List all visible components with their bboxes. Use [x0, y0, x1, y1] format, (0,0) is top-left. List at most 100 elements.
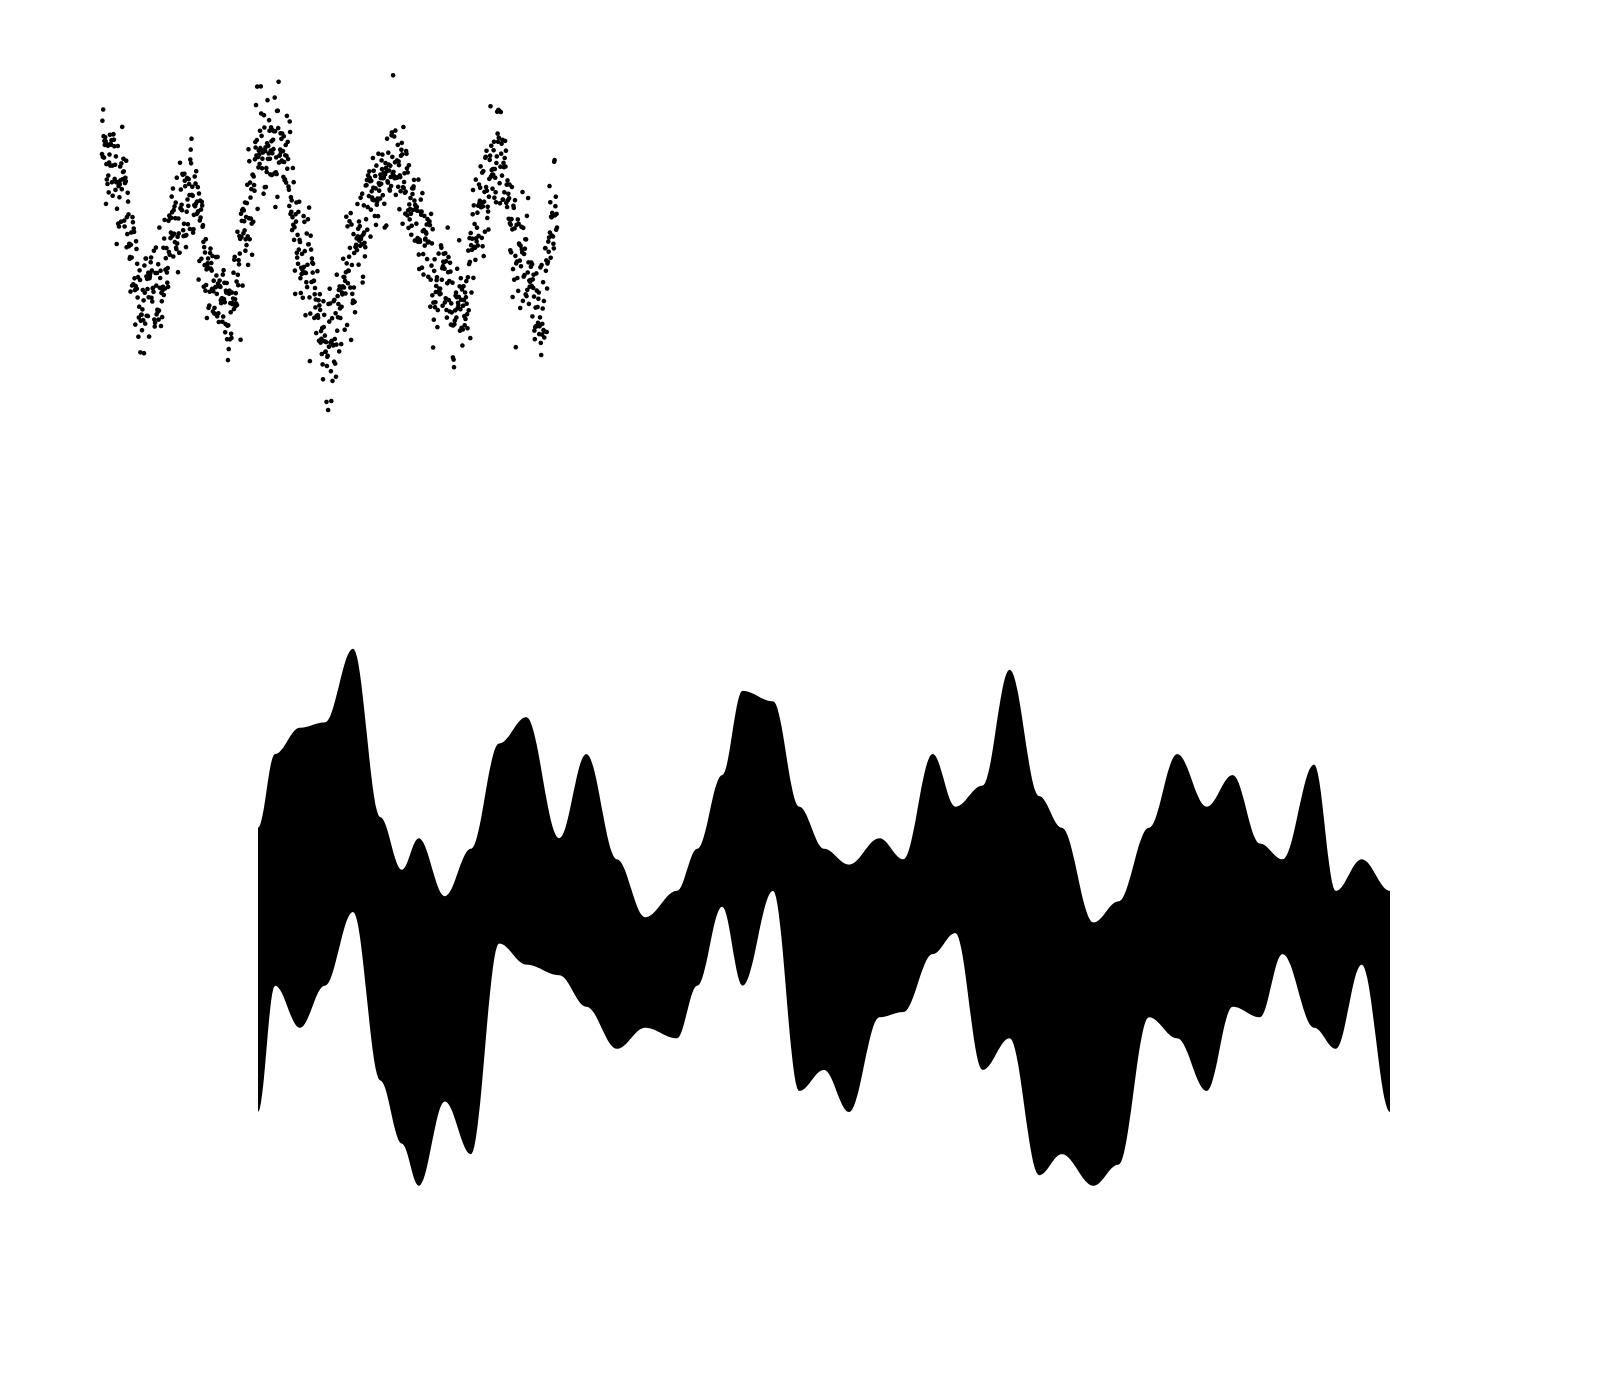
- scatter-point: [298, 290, 304, 296]
- scatter-point: [235, 282, 241, 288]
- scatter-point: [171, 207, 176, 213]
- scatter-point: [300, 295, 306, 301]
- scatter-point: [442, 266, 447, 272]
- scatter-point: [494, 160, 499, 166]
- scatter-point: [500, 197, 506, 202]
- scatter-point: [510, 266, 516, 272]
- scatter-point: [248, 195, 253, 200]
- scatter-point: [385, 180, 391, 185]
- scatter-point: [535, 320, 541, 326]
- scatter-point: [458, 307, 463, 312]
- scatter-point: [349, 262, 355, 268]
- scatter-point: [323, 339, 329, 345]
- scatter-point: [513, 344, 519, 350]
- scatter-point: [530, 285, 536, 291]
- scatter-point: [540, 321, 545, 327]
- scatter-point: [248, 216, 254, 221]
- scatter-point: [275, 125, 281, 131]
- scatter-point: [471, 203, 477, 208]
- scatter-point: [480, 204, 486, 209]
- scatter-point: [542, 335, 547, 340]
- scatter-point: [255, 206, 260, 212]
- scatter-point: [299, 251, 305, 257]
- scatter-point: [181, 221, 187, 227]
- scatter-point: [245, 262, 251, 268]
- scatter-point: [171, 254, 176, 259]
- scatter-point: [209, 260, 214, 266]
- scatter-point: [465, 275, 471, 280]
- scatter-point: [449, 301, 454, 306]
- scatter-point: [430, 345, 436, 350]
- scatter-point: [509, 216, 514, 222]
- scatter-point: [114, 241, 119, 247]
- scatter-point: [464, 278, 469, 284]
- scatter-point: [326, 344, 332, 350]
- scatter-point: [276, 79, 281, 85]
- scatter-point: [334, 328, 340, 334]
- scatter-point: [399, 152, 405, 157]
- scatter-point: [458, 275, 464, 281]
- scatter-point: [312, 285, 318, 291]
- scatter-point: [319, 336, 324, 342]
- scatter-point: [399, 140, 405, 146]
- scatter-point: [373, 222, 379, 228]
- scatter-point: [502, 138, 508, 144]
- scatter-point: [363, 244, 368, 250]
- scatter-point: [336, 301, 341, 307]
- scatter-point: [355, 234, 361, 239]
- scatter-point: [296, 209, 301, 215]
- scatter-point: [244, 242, 249, 248]
- scatter-point: [162, 217, 167, 223]
- scatter-point: [186, 181, 192, 187]
- scatter-point: [501, 160, 506, 166]
- scatter-point: [531, 294, 537, 299]
- scatter-point: [543, 245, 548, 251]
- scatter-point: [217, 278, 222, 283]
- scatter-point: [249, 252, 255, 258]
- scatter-point: [546, 249, 551, 255]
- scatter-point: [165, 280, 170, 286]
- scatter-point: [467, 259, 473, 265]
- scatter-point: [222, 330, 228, 335]
- scatter-point: [320, 377, 326, 382]
- scatter-point: [342, 327, 348, 333]
- scatter-point: [186, 203, 191, 209]
- scatter-point: [503, 148, 509, 153]
- scatter-point: [142, 263, 147, 268]
- scatter-point: [487, 153, 493, 158]
- scatter-point: [107, 152, 112, 157]
- scatter-point: [327, 286, 333, 292]
- scatter-point: [495, 131, 500, 136]
- scatter-point: [483, 184, 489, 190]
- scatter-point: [104, 177, 110, 182]
- scatter-point: [324, 399, 329, 405]
- scatter-point: [205, 261, 210, 266]
- scatter-point: [106, 190, 111, 195]
- scatter-point: [253, 102, 259, 108]
- scatter-point: [334, 342, 339, 347]
- scatter-point: [465, 326, 470, 331]
- scatter-point: [401, 124, 406, 130]
- scatter-point: [305, 217, 311, 222]
- scatter-point: [140, 317, 146, 323]
- scatter-point: [257, 128, 263, 134]
- scatter-point: [405, 170, 411, 175]
- scatter-point: [410, 191, 415, 197]
- scatter-point: [475, 243, 481, 248]
- scatter-point: [486, 227, 491, 232]
- scatter-point: [498, 151, 504, 156]
- scatter-point: [287, 203, 292, 209]
- scatter-point: [486, 194, 492, 199]
- scatter-point: [221, 267, 226, 273]
- scatter-point: [238, 337, 243, 343]
- scatter-point: [397, 206, 402, 212]
- scatter-point: [309, 256, 315, 261]
- scatter-point: [360, 274, 366, 280]
- scatter-point: [317, 303, 322, 308]
- scatter-point: [439, 277, 445, 283]
- scatter-point: [351, 231, 356, 237]
- scatter-point: [348, 337, 354, 343]
- scatter-point: [235, 272, 241, 278]
- scatter-point: [516, 221, 521, 227]
- scatter-point: [116, 224, 122, 229]
